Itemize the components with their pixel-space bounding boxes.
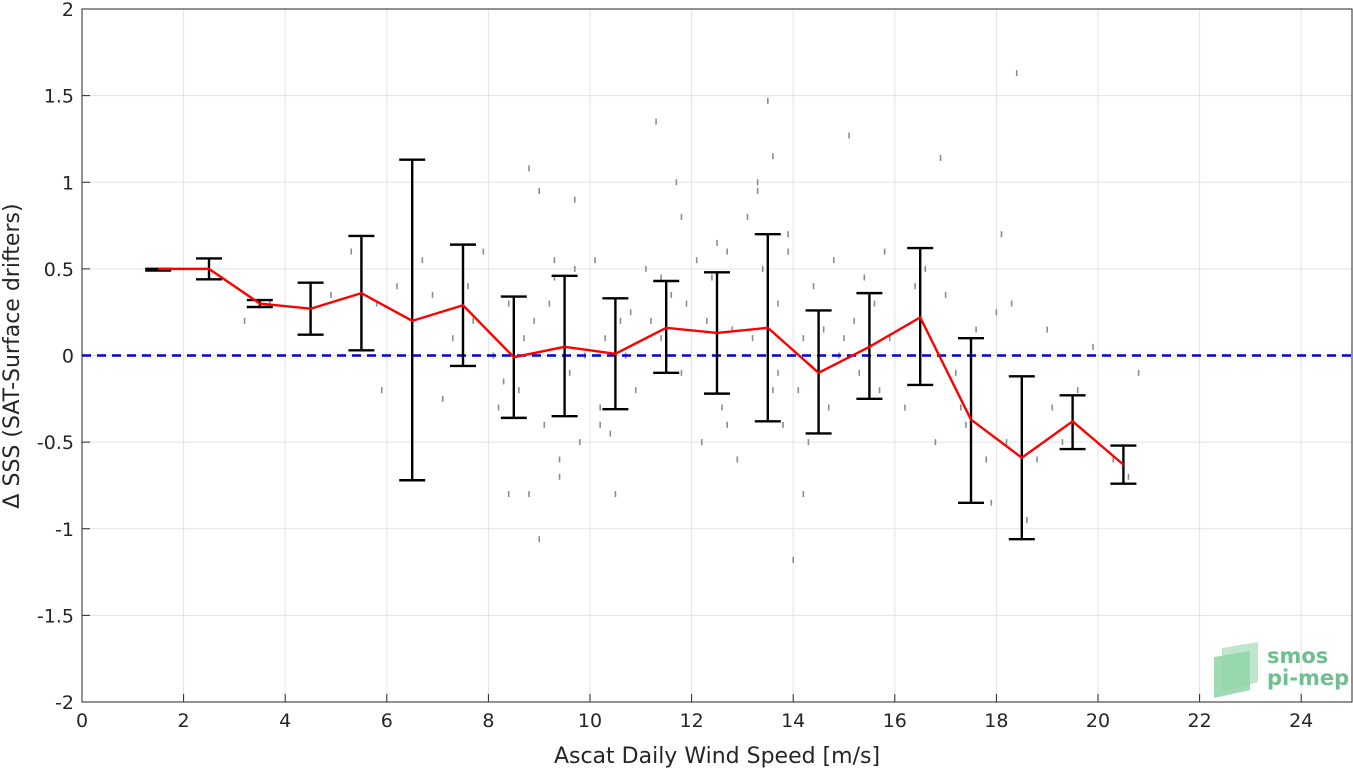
x-tick-label: 10 — [578, 710, 602, 732]
x-tick-label: 14 — [781, 710, 805, 732]
logo-text-smos: smos — [1267, 644, 1328, 668]
logo-text-pi-mep: pi-mep — [1267, 666, 1349, 690]
x-tick-label: 8 — [482, 710, 494, 732]
x-tick-label: 6 — [381, 710, 393, 732]
x-tick-label: 2 — [178, 710, 190, 732]
x-tick-label: 24 — [1289, 710, 1313, 732]
smos-pi-mep-logo: smos pi-mep — [1214, 642, 1349, 698]
y-axis-label: Δ SSS (SAT-Surface drifters) — [0, 203, 25, 508]
x-axis-label: Ascat Daily Wind Speed [m/s] — [554, 744, 880, 769]
y-tick-label: 0.5 — [44, 259, 74, 281]
mean-polyline — [158, 267, 1125, 466]
y-tick-label: 0 — [62, 346, 74, 368]
y-tick-label: -2 — [55, 692, 74, 714]
y-tick-label: -0.5 — [37, 432, 74, 454]
logo-mark-front — [1214, 651, 1250, 698]
y-tick-label: -1 — [55, 519, 74, 541]
x-tick-labels: 0 2 4 6 8 10 12 14 16 18 20 22 24 — [76, 694, 1313, 732]
mean-line — [158, 267, 1125, 466]
x-tick-label: 22 — [1188, 710, 1212, 732]
x-tick-label: 12 — [680, 710, 704, 732]
x-tick-label: 4 — [279, 710, 291, 732]
x-tick-label: 20 — [1086, 710, 1110, 732]
y-tick-label: 1.5 — [44, 86, 74, 108]
y-tick-labels: -2 -1.5 -1 -0.5 0 0.5 1 1.5 2 — [37, 0, 90, 714]
x-tick-label: 18 — [984, 710, 1008, 732]
y-tick-label: 1 — [62, 172, 74, 194]
raw-points — [243, 70, 1140, 563]
x-tick-label: 0 — [76, 710, 88, 732]
x-tick-label: 16 — [883, 710, 907, 732]
y-tick-label: -1.5 — [37, 605, 74, 627]
y-tick-label: 2 — [62, 0, 74, 21]
